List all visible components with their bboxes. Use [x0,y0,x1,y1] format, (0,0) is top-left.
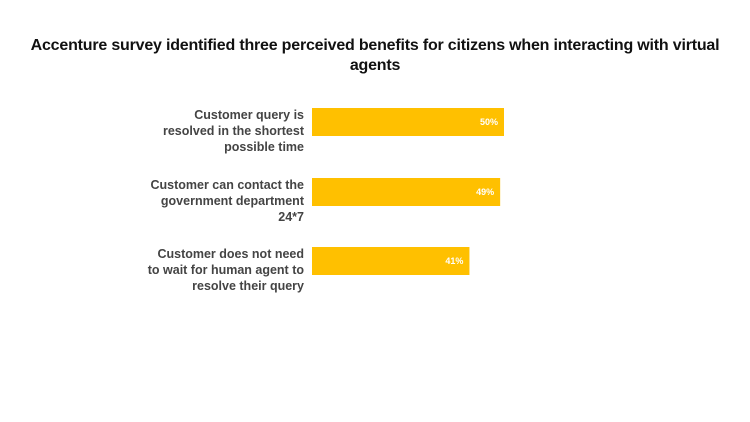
category-label-2-line-0: Customer does not need [157,247,304,261]
bar-0 [312,108,504,136]
value-label-2: 41% [445,256,463,266]
category-label-1-line-1: government department [161,194,305,208]
category-label-2-line-1: to wait for human agent to [148,263,305,277]
category-label-0-line-2: possible time [224,140,304,154]
category-label-1-line-2: 24*7 [278,210,304,224]
category-label-0-line-1: resolved in the shortest [163,124,305,138]
value-label-0: 50% [480,117,498,127]
category-label-0-line-0: Customer query is [194,108,304,122]
value-label-1: 49% [476,187,494,197]
chart-title: Accenture survey identified three percei… [30,37,720,74]
bar-1 [312,178,501,206]
bar-2 [312,247,470,275]
category-label-2-line-2: resolve their query [192,279,304,293]
category-label-1-line-0: Customer can contact the [150,178,304,192]
